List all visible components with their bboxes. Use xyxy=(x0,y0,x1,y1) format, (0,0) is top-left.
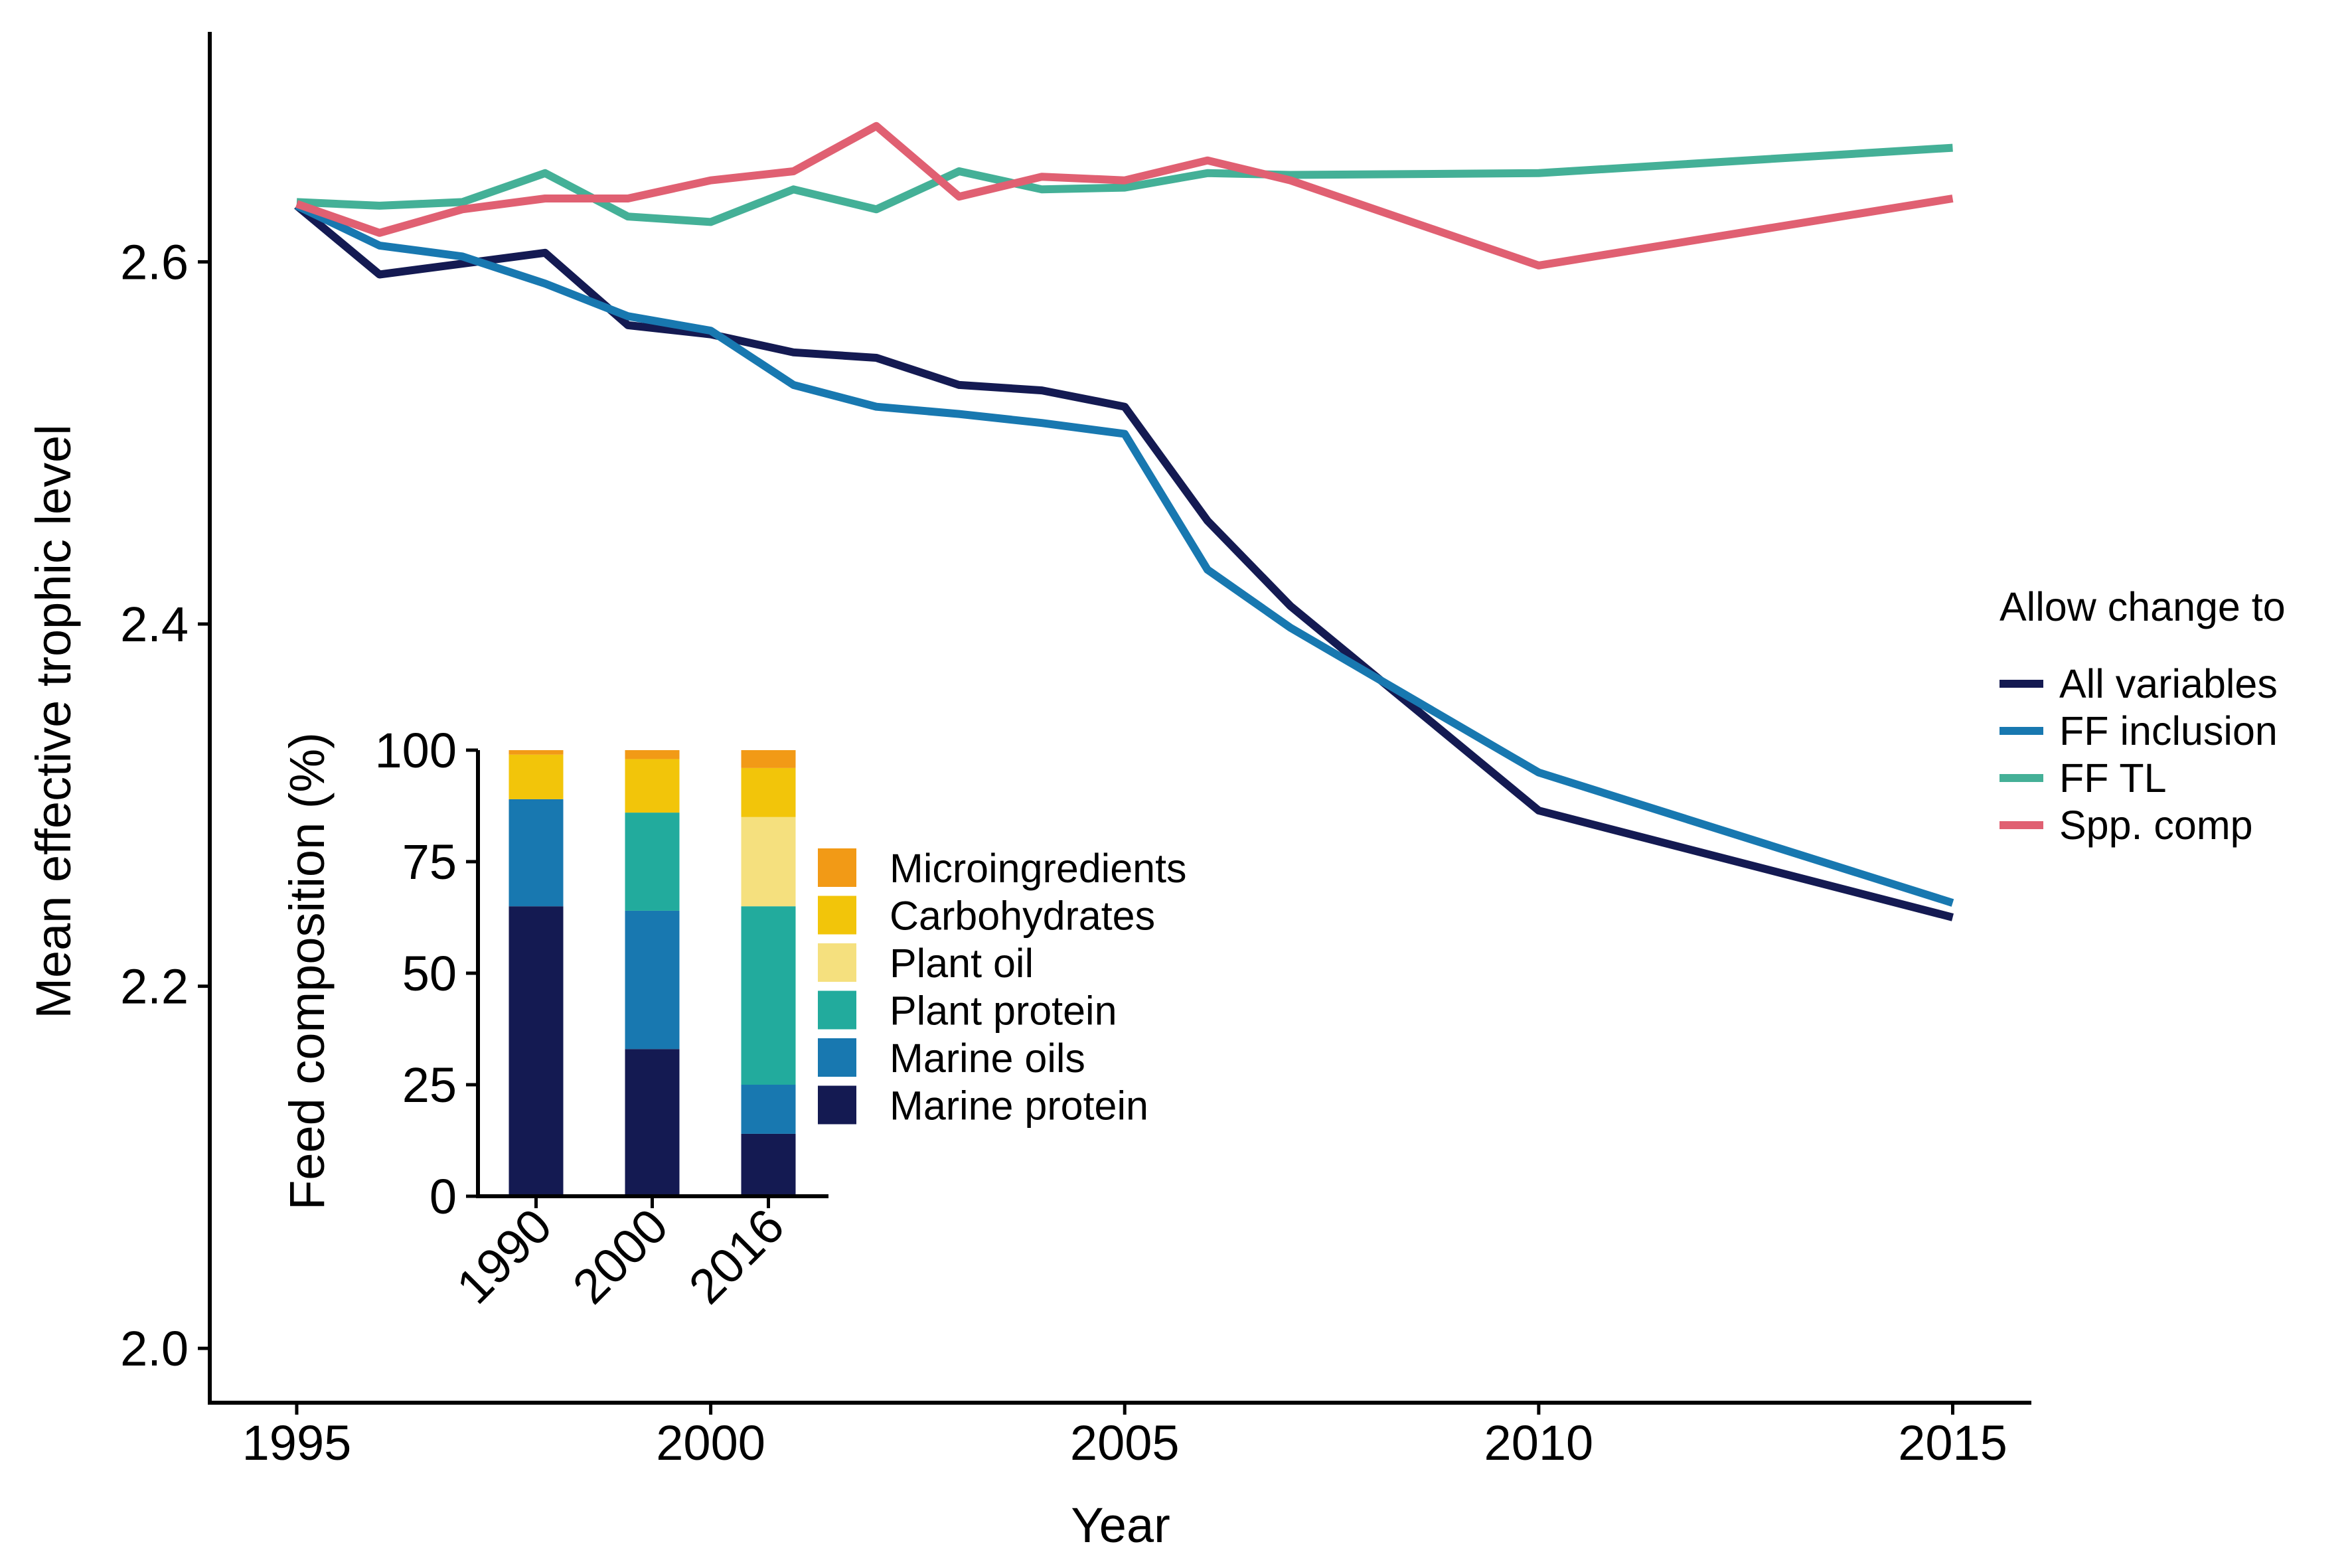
inset-legend-key xyxy=(818,1085,856,1125)
bar-segment xyxy=(741,906,796,1085)
series-line-all-variables xyxy=(294,202,1954,921)
x-tick-label: 2005 xyxy=(1070,1415,1180,1470)
bar-segment xyxy=(625,910,680,1050)
series-line-spp-comp xyxy=(295,121,1954,270)
inset-y-tick-label: 100 xyxy=(375,723,457,778)
main-series-lines xyxy=(294,121,1954,921)
inset-y-tick-label: 75 xyxy=(402,834,457,890)
inset-legend-label: Microingredients xyxy=(890,846,1187,891)
legend-label: Spp. comp xyxy=(2059,803,2253,848)
bar-segment xyxy=(625,1049,680,1196)
x-tick-label: 1995 xyxy=(242,1415,352,1470)
inset-legend-label: Marine oils xyxy=(890,1036,1085,1081)
bar-segment xyxy=(741,767,796,817)
bar-segment xyxy=(741,1085,796,1134)
main-legend-title: Allow change to xyxy=(1999,584,2286,629)
inset-y-tick-label: 25 xyxy=(402,1058,457,1113)
bar-segment xyxy=(509,906,564,1196)
inset-legend-label: Plant oil xyxy=(890,941,1034,986)
inset-legend-label: Carbohydrates xyxy=(890,894,1155,939)
bar-segment xyxy=(741,1133,796,1196)
inset-y-axis-title: Feed composition (%) xyxy=(279,732,335,1210)
legend-label: FF inclusion xyxy=(2059,708,2278,753)
main-x-axis-title: Year xyxy=(1071,1498,1170,1553)
y-tick-label: 2.2 xyxy=(120,959,189,1014)
bar-segment xyxy=(509,750,564,755)
bar-segment xyxy=(625,813,680,911)
main-chart: 1995 2000 2005 2010 2015 2.0 2.2 2.4 2.6 Year M… xyxy=(26,32,2031,1553)
series-line-ff-inclusion xyxy=(295,202,1954,907)
inset-legend-key xyxy=(818,896,856,935)
inset-legend-key xyxy=(818,943,856,982)
main-x-ticks: 1995 2000 2005 2010 2015 xyxy=(242,1403,2007,1470)
y-tick-label: 2.4 xyxy=(120,597,189,652)
inset-legend-label: Marine protein xyxy=(890,1083,1148,1129)
x-tick-label: 2015 xyxy=(1898,1415,2007,1470)
legend-label: FF TL xyxy=(2059,755,2167,801)
x-tick-label: 2000 xyxy=(656,1415,765,1470)
x-tick-label: 2010 xyxy=(1484,1415,1594,1470)
y-tick-label: 2.0 xyxy=(120,1321,189,1376)
inset-legend-key xyxy=(818,990,856,1030)
legend-label: All variables xyxy=(2059,661,2278,706)
main-y-ticks: 2.0 2.2 2.4 2.6 xyxy=(120,234,210,1376)
y-tick-label: 2.6 xyxy=(120,234,189,289)
inset-bars xyxy=(509,750,796,1196)
inset-y-ticks: 0 25 50 75 100 xyxy=(375,723,478,1224)
bar-segment xyxy=(509,754,564,799)
bar-segment xyxy=(741,817,796,907)
bar-segment xyxy=(625,759,680,813)
inset-legend-key xyxy=(818,1038,856,1077)
inset-y-tick-label: 0 xyxy=(430,1169,457,1224)
main-y-axis-title: Mean effective trophic level xyxy=(26,424,81,1018)
bar-segment xyxy=(741,750,796,768)
bar-segment xyxy=(509,799,564,907)
inset-y-tick-label: 50 xyxy=(402,946,457,1001)
inset-legend-key xyxy=(818,848,856,887)
bar-segment xyxy=(625,750,680,759)
inset-legend-label: Plant protein xyxy=(890,988,1117,1034)
